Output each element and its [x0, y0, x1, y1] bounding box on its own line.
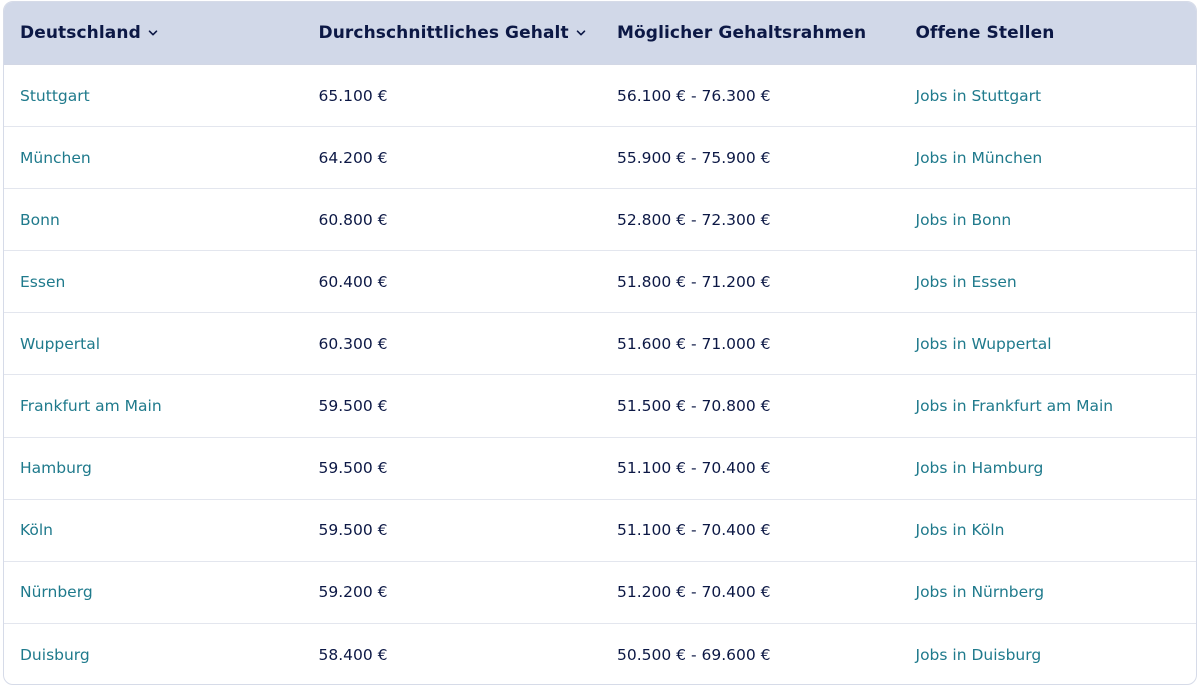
jobs-link[interactable]: Jobs in Hamburg: [915, 459, 1044, 478]
average-salary: 60.300 €: [318, 334, 388, 353]
average-salary: 60.400 €: [318, 272, 388, 291]
city-link[interactable]: Köln: [20, 521, 54, 540]
header-jobs: Offene Stellen: [900, 23, 1197, 43]
salary-range: 55.900 € - 75.900 €: [617, 148, 771, 167]
salary-range: 50.500 € - 69.600 €: [617, 645, 771, 664]
salary-range: 51.200 € - 70.400 €: [617, 583, 771, 602]
city-link[interactable]: Wuppertal: [20, 334, 101, 353]
average-salary: 59.500 €: [318, 459, 388, 478]
city-link[interactable]: Hamburg: [20, 459, 92, 478]
salary-range: 51.100 € - 70.400 €: [617, 459, 771, 478]
city-link[interactable]: Frankfurt am Main: [20, 397, 162, 416]
city-link[interactable]: Nürnberg: [20, 583, 93, 602]
table-row: Essen 60.400 € 51.800 € - 71.200 € Jobs …: [4, 251, 1196, 314]
city-link[interactable]: Bonn: [20, 210, 60, 229]
header-region-sort[interactable]: Deutschland: [4, 23, 303, 43]
table-row: Stuttgart 65.100 € 56.100 € - 76.300 € J…: [4, 65, 1196, 128]
city-link[interactable]: Essen: [20, 272, 66, 291]
table-body: Stuttgart 65.100 € 56.100 € - 76.300 € J…: [4, 65, 1196, 684]
jobs-link[interactable]: Jobs in Frankfurt am Main: [915, 397, 1114, 416]
table-row: Nürnberg 59.200 € 51.200 € - 70.400 € Jo…: [4, 562, 1196, 624]
header-region-label: Deutschland: [20, 23, 141, 43]
city-link[interactable]: München: [20, 148, 91, 167]
table-row: München 64.200 € 55.900 € - 75.900 € Job…: [4, 127, 1196, 190]
table-row: Hamburg 59.500 € 51.100 € - 70.400 € Job…: [4, 438, 1196, 500]
average-salary: 59.500 €: [318, 397, 388, 416]
salary-range: 56.100 € - 76.300 €: [617, 86, 771, 105]
salary-range: 51.500 € - 70.800 €: [617, 397, 771, 416]
jobs-link[interactable]: Jobs in Köln: [915, 521, 1005, 540]
city-link[interactable]: Stuttgart: [20, 86, 90, 105]
header-range: Möglicher Gehaltsrahmen: [601, 23, 900, 43]
header-jobs-label: Offene Stellen: [915, 23, 1055, 43]
jobs-link[interactable]: Jobs in München: [915, 148, 1043, 167]
average-salary: 60.800 €: [318, 210, 388, 229]
salary-range: 52.800 € - 72.300 €: [617, 210, 771, 229]
header-average-label: Durchschnittliches Gehalt: [318, 23, 569, 43]
jobs-link[interactable]: Jobs in Bonn: [915, 210, 1012, 229]
header-average-sort[interactable]: Durchschnittliches Gehalt: [303, 23, 602, 43]
average-salary: 59.200 €: [318, 583, 388, 602]
salary-table: Deutschland Durchschnittliches Gehalt Mö…: [3, 1, 1197, 685]
average-salary: 64.200 €: [318, 148, 388, 167]
average-salary: 65.100 €: [318, 86, 388, 105]
chevron-down-icon[interactable]: [575, 27, 587, 39]
header-range-label: Möglicher Gehaltsrahmen: [617, 23, 867, 43]
header-region-button[interactable]: Deutschland: [20, 23, 159, 43]
city-link[interactable]: Duisburg: [20, 645, 90, 664]
salary-range: 51.800 € - 71.200 €: [617, 272, 771, 291]
jobs-link[interactable]: Jobs in Nürnberg: [915, 583, 1045, 602]
jobs-link[interactable]: Jobs in Essen: [915, 272, 1017, 291]
table-header: Deutschland Durchschnittliches Gehalt Mö…: [4, 2, 1196, 65]
table-row: Duisburg 58.400 € 50.500 € - 69.600 € Jo…: [4, 624, 1196, 684]
salary-range: 51.100 € - 70.400 €: [617, 521, 771, 540]
table-row: Wuppertal 60.300 € 51.600 € - 71.000 € J…: [4, 313, 1196, 376]
table-row: Bonn 60.800 € 52.800 € - 72.300 € Jobs i…: [4, 189, 1196, 252]
salary-range: 51.600 € - 71.000 €: [617, 334, 771, 353]
chevron-down-icon[interactable]: [147, 27, 159, 39]
average-salary: 59.500 €: [318, 521, 388, 540]
table-row: Frankfurt am Main 59.500 € 51.500 € - 70…: [4, 375, 1196, 438]
jobs-link[interactable]: Jobs in Duisburg: [915, 645, 1042, 664]
average-salary: 58.400 €: [318, 645, 388, 664]
jobs-link[interactable]: Jobs in Wuppertal: [915, 334, 1052, 353]
jobs-link[interactable]: Jobs in Stuttgart: [915, 86, 1042, 105]
header-average-button[interactable]: Durchschnittliches Gehalt: [319, 23, 587, 43]
table-row: Köln 59.500 € 51.100 € - 70.400 € Jobs i…: [4, 500, 1196, 562]
